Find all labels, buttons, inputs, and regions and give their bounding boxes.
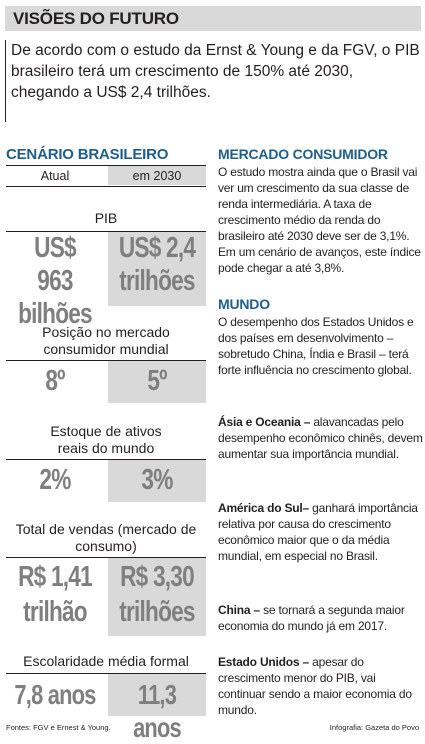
col-2030: em 2030 [132,169,182,183]
mercado-text: O estudo mostra ainda que o Brasil vai v… [218,165,421,275]
row-escolaridade-label: Escolaridade média formal [23,653,189,669]
pib-atual-line1: US$ 963 [34,232,76,297]
pib-2030-line2: trilhões [119,265,195,297]
mundo-item-china-text: se tornará a segunda maior economia do m… [218,603,405,633]
pib-atual-value: US$ 963 bilhões [17,232,93,331]
page-title: VISÕES DO FUTURO [13,9,179,28]
mundo-text: O desempenho dos Estados Unidos e dos pa… [218,315,414,377]
estoque-2030-value: 3% [141,464,173,496]
mundo-item-asia-text: alavancadas pelo desempenho econômico ch… [218,415,423,461]
intro-text: De acordo com o estudo da Ernst & Young … [11,42,420,101]
row-posicao-rule [6,360,206,361]
cenario-head-rule [6,186,206,187]
row-posicao-label-1: Posição no mercado [42,324,170,340]
mundo-item-asia: Ásia e Oceania – alavancadas pelo desemp… [218,414,424,462]
posicao-atual-value: 8º [45,365,65,397]
vendas-atual-value: R$ 1,41 trilhão [17,560,93,630]
row-vendas-label-2: consumo) [75,538,137,554]
row-posicao-shade [108,361,206,403]
row-estoque-label-1: Estoque de ativos [50,423,162,439]
escolaridade-atual-value: 7,8 anos [14,679,96,710]
row-estoque-rule [6,459,206,460]
row-vendas-rule [6,557,206,558]
footer-credit: Infografia: Gazeta do Povo [329,723,419,732]
mundo-item-eua-text: apesar do crescimento menor do PIB, vai … [218,655,412,717]
header-bar: VISÕES DO FUTURO [5,6,421,31]
row-vendas-shade [108,558,206,636]
row-estoque-shade [108,460,206,502]
vendas-atual-line2: trilhão [23,596,87,628]
row-posicao-label: Posição no mercado consumidor mundial [6,324,206,358]
cenario-title: CENÁRIO BRASILEIRO [6,146,169,163]
vendas-atual-line1: R$ 1,41 [18,561,93,593]
mundo-item-america-text: ganhará importância relativa por causa d… [218,501,418,563]
col-atual: Atual [40,169,70,183]
mundo-item-america-lead: América do Sul– [218,501,310,515]
row-pib-rule [6,231,206,232]
mundo-item-eua-lead: Estado Unidos – [218,655,310,669]
mercado-title: MERCADO CONSUMIDOR [218,146,388,162]
row-vendas-label: Total de vendas (mercado de consumo) [6,521,206,555]
row-pib-shade [108,232,206,306]
row-posicao-label-2: consumidor mundial [43,341,169,357]
row-escolaridade-rule [6,673,206,674]
pib-2030-value: US$ 2,4 trilhões [118,232,196,298]
estoque-atual-value: 2% [39,464,71,496]
row-estoque-label-2: reais do mundo [57,440,155,456]
row-pib-label: PIB [94,210,118,226]
row-estoque-label: Estoque de ativos reais do mundo [6,423,206,457]
cenario-rule [6,165,206,166]
escolaridade-2030-value: 11,3 anos [133,679,182,743]
mundo-item-china-lead: China – [218,603,260,617]
vendas-2030-value: R$ 3,30 trilhões [119,560,195,630]
intro-box: De acordo com o estudo da Ernst & Young … [5,40,420,122]
mundo-item-eua: Estado Unidos – apesar do crescimento me… [218,654,424,718]
vendas-2030-line1: R$ 3,30 [120,561,195,593]
pib-atual-line2: bilhões [18,298,93,330]
mundo-item-asia-lead: Ásia e Oceania – [218,415,311,429]
col-2030-shade [108,166,206,185]
posicao-2030-value: 5º [147,365,167,397]
pib-2030-line1: US$ 2,4 [118,232,196,264]
mundo-item-america: América do Sul– ganhará importância rela… [218,500,424,564]
mundo-item-china: China – se tornará a segunda maior econo… [218,602,424,634]
row-vendas-label-1: Total de vendas (mercado de [15,521,197,537]
row-escolaridade-shade [108,674,206,716]
footer-sources: Fontes: FGV e Ernest & Young. [6,723,111,732]
vendas-2030-line2: trilhões [119,596,195,628]
mundo-title: MUNDO [218,296,270,312]
